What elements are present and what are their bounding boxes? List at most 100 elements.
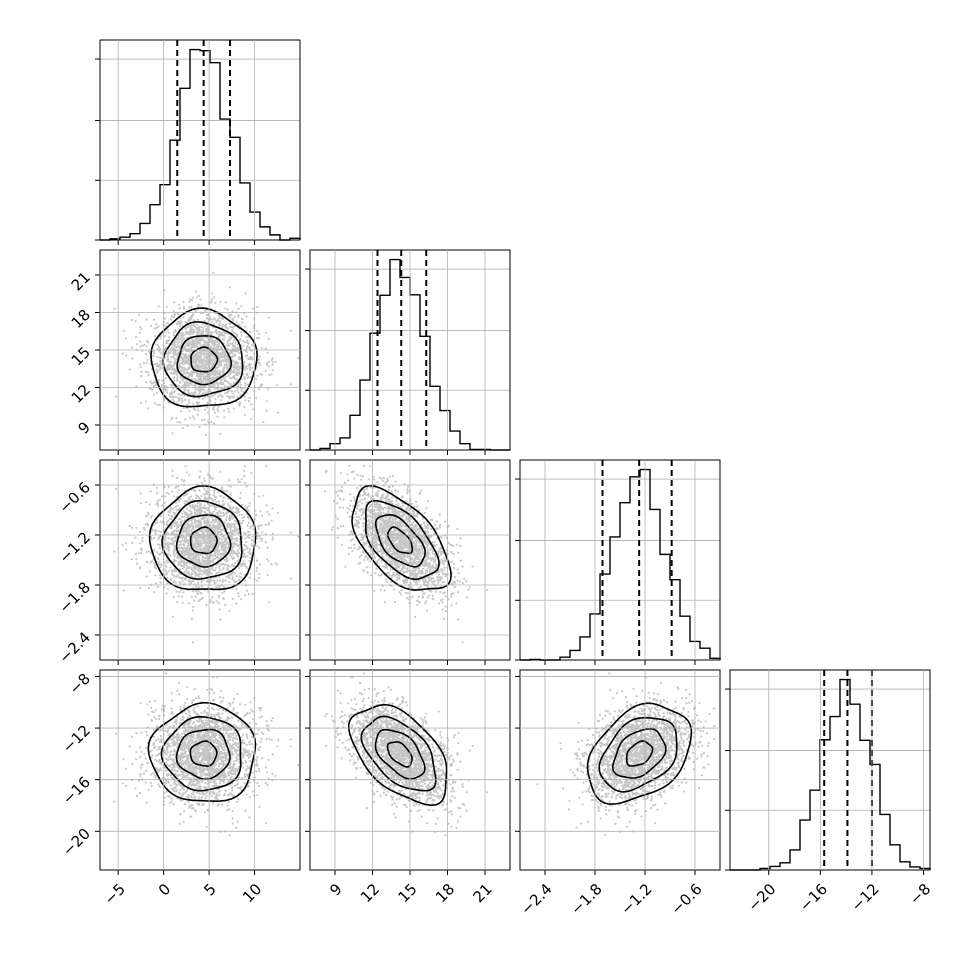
data-point xyxy=(165,592,168,595)
data-point xyxy=(196,512,199,516)
data-point xyxy=(249,527,252,530)
data-point xyxy=(206,473,210,476)
data-point xyxy=(206,377,209,380)
data-point xyxy=(154,582,158,585)
data-point xyxy=(180,520,183,523)
data-point xyxy=(217,585,220,588)
data-point xyxy=(234,551,237,554)
data-point xyxy=(232,541,236,544)
data-point xyxy=(212,356,215,359)
data-point xyxy=(198,547,201,550)
data-point xyxy=(197,326,200,329)
data-point xyxy=(178,323,181,326)
data-point xyxy=(271,357,274,360)
data-point xyxy=(210,333,213,336)
data-point xyxy=(255,513,258,516)
data-point xyxy=(233,580,236,583)
data-point xyxy=(229,577,232,580)
data-point xyxy=(206,332,210,335)
data-point xyxy=(223,586,226,589)
data-point xyxy=(213,317,216,320)
data-point xyxy=(184,546,187,550)
data-point xyxy=(171,573,174,576)
data-point xyxy=(247,399,250,403)
data-point xyxy=(192,402,195,405)
data-point xyxy=(216,353,219,356)
data-point xyxy=(170,356,173,359)
data-point xyxy=(230,371,233,374)
data-point xyxy=(214,538,217,541)
data-point xyxy=(221,371,224,374)
data-point xyxy=(219,373,222,376)
data-point xyxy=(267,337,270,340)
data-point xyxy=(231,364,234,367)
data-point xyxy=(192,535,195,538)
data-point xyxy=(197,553,200,556)
data-point xyxy=(198,327,201,330)
data-point xyxy=(185,471,189,474)
data-point xyxy=(257,535,260,538)
data-point xyxy=(205,323,208,327)
data-point xyxy=(209,389,212,392)
data-point xyxy=(178,320,181,323)
data-point xyxy=(206,362,209,365)
data-point xyxy=(233,377,236,380)
data-point xyxy=(394,544,397,547)
data-point xyxy=(192,545,195,549)
data-point xyxy=(221,489,224,492)
data-point xyxy=(237,531,240,534)
data-point xyxy=(213,498,217,501)
data-point xyxy=(244,325,247,328)
data-point xyxy=(245,350,248,354)
data-point xyxy=(209,539,212,542)
data-point xyxy=(227,390,230,393)
data-point xyxy=(184,326,187,330)
data-point xyxy=(251,535,254,539)
data-point xyxy=(222,543,225,546)
data-point xyxy=(226,568,229,571)
data-point xyxy=(167,537,170,540)
data-point xyxy=(145,381,148,384)
data-point xyxy=(221,591,224,594)
data-point xyxy=(160,495,164,498)
data-point xyxy=(199,553,202,556)
data-point xyxy=(171,469,174,472)
data-point xyxy=(196,380,199,383)
data-point xyxy=(204,341,207,344)
data-point xyxy=(202,547,205,550)
data-point xyxy=(198,357,202,360)
data-point xyxy=(212,601,215,604)
data-point xyxy=(221,504,224,507)
data-point xyxy=(182,346,185,349)
data-point xyxy=(174,330,177,333)
data-point xyxy=(190,317,193,320)
data-point xyxy=(190,580,194,583)
data-point xyxy=(197,355,201,358)
data-point xyxy=(154,402,157,405)
data-point xyxy=(214,330,217,333)
data-point xyxy=(258,337,261,340)
data-point xyxy=(206,545,209,549)
data-point xyxy=(182,336,186,339)
data-point xyxy=(271,363,274,367)
data-point xyxy=(186,344,189,347)
data-point xyxy=(161,504,164,507)
data-point xyxy=(160,563,163,566)
data-point xyxy=(232,537,235,541)
data-point xyxy=(237,510,241,514)
data-point xyxy=(231,329,234,332)
data-point xyxy=(176,371,179,374)
data-point xyxy=(184,356,187,359)
data-point xyxy=(404,542,408,546)
data-point xyxy=(450,560,453,563)
data-point xyxy=(198,325,201,329)
data-point xyxy=(216,347,219,350)
data-point xyxy=(421,548,424,551)
data-point xyxy=(259,537,262,540)
data-point xyxy=(255,569,258,572)
data-point xyxy=(223,358,226,361)
data-point xyxy=(177,313,180,316)
data-point xyxy=(211,378,214,381)
data-point xyxy=(218,320,221,323)
data-point xyxy=(268,360,271,363)
